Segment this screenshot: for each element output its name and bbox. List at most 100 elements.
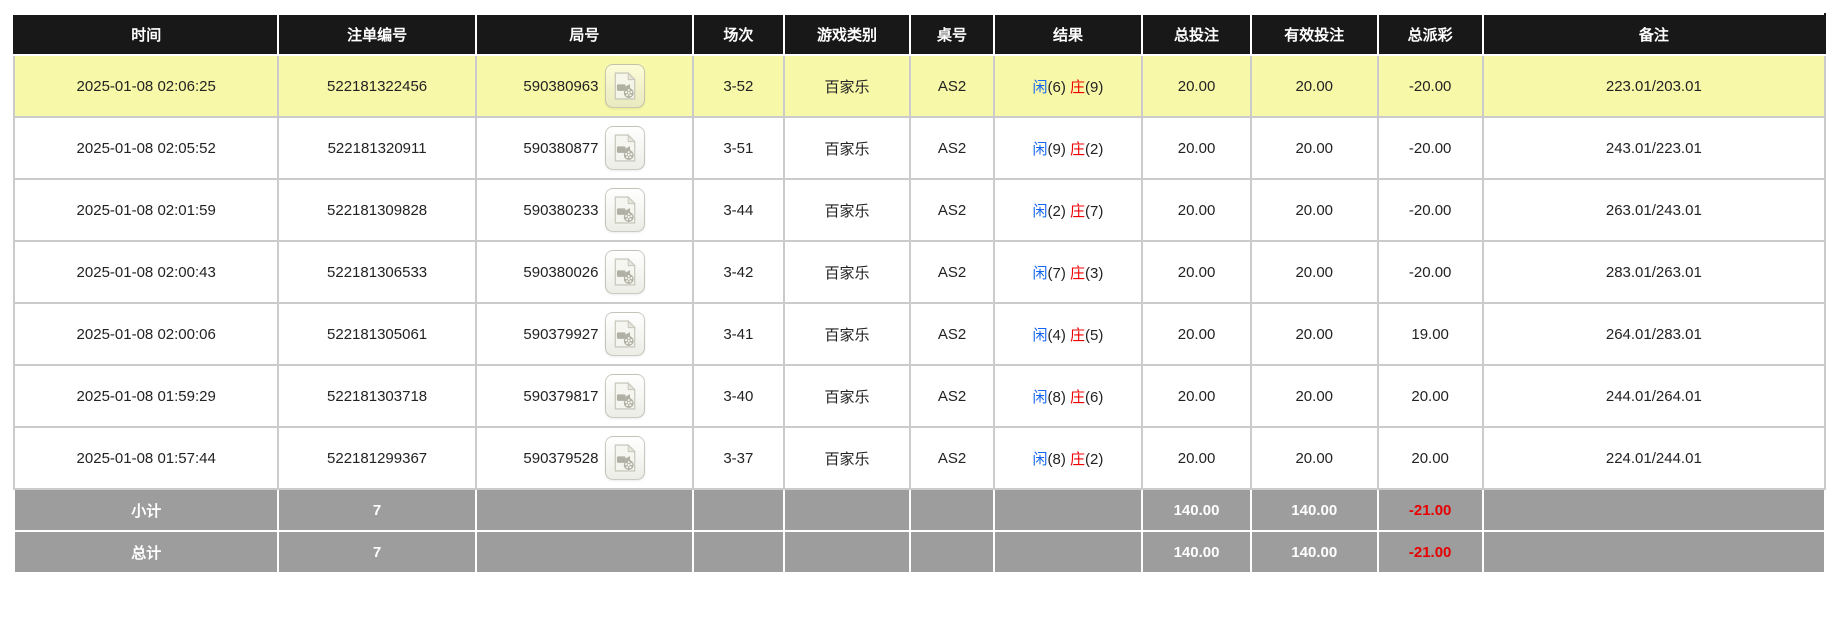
table-row[interactable]: 2025-01-08 02:00:06 522181305061 5903799… [12,302,1827,366]
grand-total-count: 7 [277,530,477,574]
cell-session: 3-44 [692,178,785,242]
result-banker-points: (5) [1085,326,1104,344]
video-replay-button[interactable] [605,374,646,418]
cell-table-no: AS2 [909,426,995,490]
table-row[interactable]: 2025-01-08 02:00:43 522181306533 5903800… [12,240,1827,304]
cell-valid-bet: 20.00 [1249,302,1379,366]
cell-result: 闲(8) 庄(6) [992,364,1144,428]
cell-total-bet: 20.00 [1141,178,1252,242]
cell-round-no: 590379817 [474,364,695,428]
subtotal-total-bet: 140.00 [1141,488,1252,532]
video-replay-icon [612,196,638,224]
result-player-points: (2) [1047,202,1066,220]
subtotal-empty [474,488,695,532]
cell-round-no: 590380963 [474,54,695,118]
result-player-points: (4) [1047,326,1066,344]
table-row[interactable]: 2025-01-08 01:57:44 522181299367 5903795… [12,426,1827,490]
cell-total-bet: 20.00 [1141,240,1252,304]
result-banker: 庄 [1070,326,1086,344]
subtotal-empty [1481,488,1827,532]
result-banker: 庄 [1070,264,1086,282]
header-valid-bet: 有效投注 [1249,13,1379,56]
grand-total-valid-bet: 140.00 [1249,530,1379,574]
cell-valid-bet: 20.00 [1249,178,1379,242]
result-player: 闲 [1032,326,1048,344]
cell-payout: 19.00 [1376,302,1484,366]
cell-session: 3-42 [692,240,785,304]
subtotal-empty [782,488,912,532]
table-row[interactable]: 2025-01-08 02:05:52 522181320911 5903808… [12,116,1827,180]
result-banker: 庄 [1070,78,1086,96]
cell-table-no: AS2 [909,54,995,118]
cell-remark: 264.01/283.01 [1481,302,1827,366]
video-replay-button[interactable] [605,312,646,356]
video-replay-icon [612,382,638,410]
cell-round-no: 590380026 [474,240,695,304]
table-row[interactable]: 2025-01-08 01:59:29 522181303718 5903798… [12,364,1827,428]
grand-total-row: 总计 7 140.00 140.00 -21.00 [12,530,1827,574]
header-bet-no: 注单编号 [277,13,477,56]
subtotal-empty [909,488,995,532]
result-player: 闲 [1032,264,1048,282]
header-result: 结果 [992,13,1144,56]
cell-valid-bet: 20.00 [1249,364,1379,428]
video-replay-icon [612,258,638,286]
cell-game-type: 百家乐 [782,178,912,242]
cell-result: 闲(7) 庄(3) [992,240,1144,304]
cell-remark: 223.01/203.01 [1481,54,1827,118]
cell-valid-bet: 20.00 [1249,116,1379,180]
cell-payout: -20.00 [1376,178,1484,242]
video-replay-icon [612,320,638,348]
result-player: 闲 [1032,140,1048,158]
result-banker: 庄 [1070,450,1086,468]
header-table-no: 桌号 [909,13,995,56]
cell-valid-bet: 20.00 [1249,54,1379,118]
cell-bet-no: 522181299367 [277,426,477,490]
video-replay-button[interactable] [605,188,646,232]
cell-total-bet: 20.00 [1141,54,1252,118]
video-replay-button[interactable] [605,64,646,108]
grand-total-empty [474,530,695,574]
table-header-row: 时间 注单编号 局号 场次 游戏类别 桌号 结果 总投注 有效投注 总派彩 备注 [12,13,1827,56]
cell-session: 3-40 [692,364,785,428]
result-banker-points: (2) [1085,450,1104,468]
cell-total-bet: 20.00 [1141,302,1252,366]
cell-time: 2025-01-08 01:57:44 [12,426,280,490]
result-player-points: (9) [1047,140,1066,158]
video-replay-button[interactable] [605,250,646,294]
cell-game-type: 百家乐 [782,302,912,366]
cell-round-no: 590379927 [474,302,695,366]
table-row[interactable]: 2025-01-08 02:01:59 522181309828 5903802… [12,178,1827,242]
cell-time: 2025-01-08 02:05:52 [12,116,280,180]
cell-game-type: 百家乐 [782,364,912,428]
result-banker-points: (9) [1085,78,1104,96]
result-player-points: (8) [1047,388,1066,406]
bet-history-table: 时间 注单编号 局号 场次 游戏类别 桌号 结果 总投注 有效投注 总派彩 备注… [12,13,1827,574]
cell-bet-no: 522181306533 [277,240,477,304]
result-banker-points: (3) [1085,264,1104,282]
grand-total-empty [1481,530,1827,574]
result-player-points: (7) [1047,264,1066,282]
subtotal-empty [992,488,1144,532]
result-player: 闲 [1032,78,1048,96]
cell-payout: -20.00 [1376,54,1484,118]
cell-result: 闲(4) 庄(5) [992,302,1144,366]
video-replay-button[interactable] [605,126,646,170]
table-row[interactable]: 2025-01-08 02:06:25 522181322456 5903809… [12,54,1827,118]
cell-bet-no: 522181320911 [277,116,477,180]
round-number: 590380026 [523,263,599,281]
cell-round-no: 590380877 [474,116,695,180]
header-game-type: 游戏类别 [782,13,912,56]
round-number: 590380963 [523,77,599,95]
cell-game-type: 百家乐 [782,54,912,118]
cell-valid-bet: 20.00 [1249,240,1379,304]
cell-result: 闲(9) 庄(2) [992,116,1144,180]
cell-remark: 283.01/263.01 [1481,240,1827,304]
cell-remark: 243.01/223.01 [1481,116,1827,180]
video-replay-button[interactable] [605,436,646,480]
cell-bet-no: 522181305061 [277,302,477,366]
cell-table-no: AS2 [909,178,995,242]
cell-game-type: 百家乐 [782,426,912,490]
subtotal-empty [692,488,785,532]
round-number: 590380233 [523,201,599,219]
